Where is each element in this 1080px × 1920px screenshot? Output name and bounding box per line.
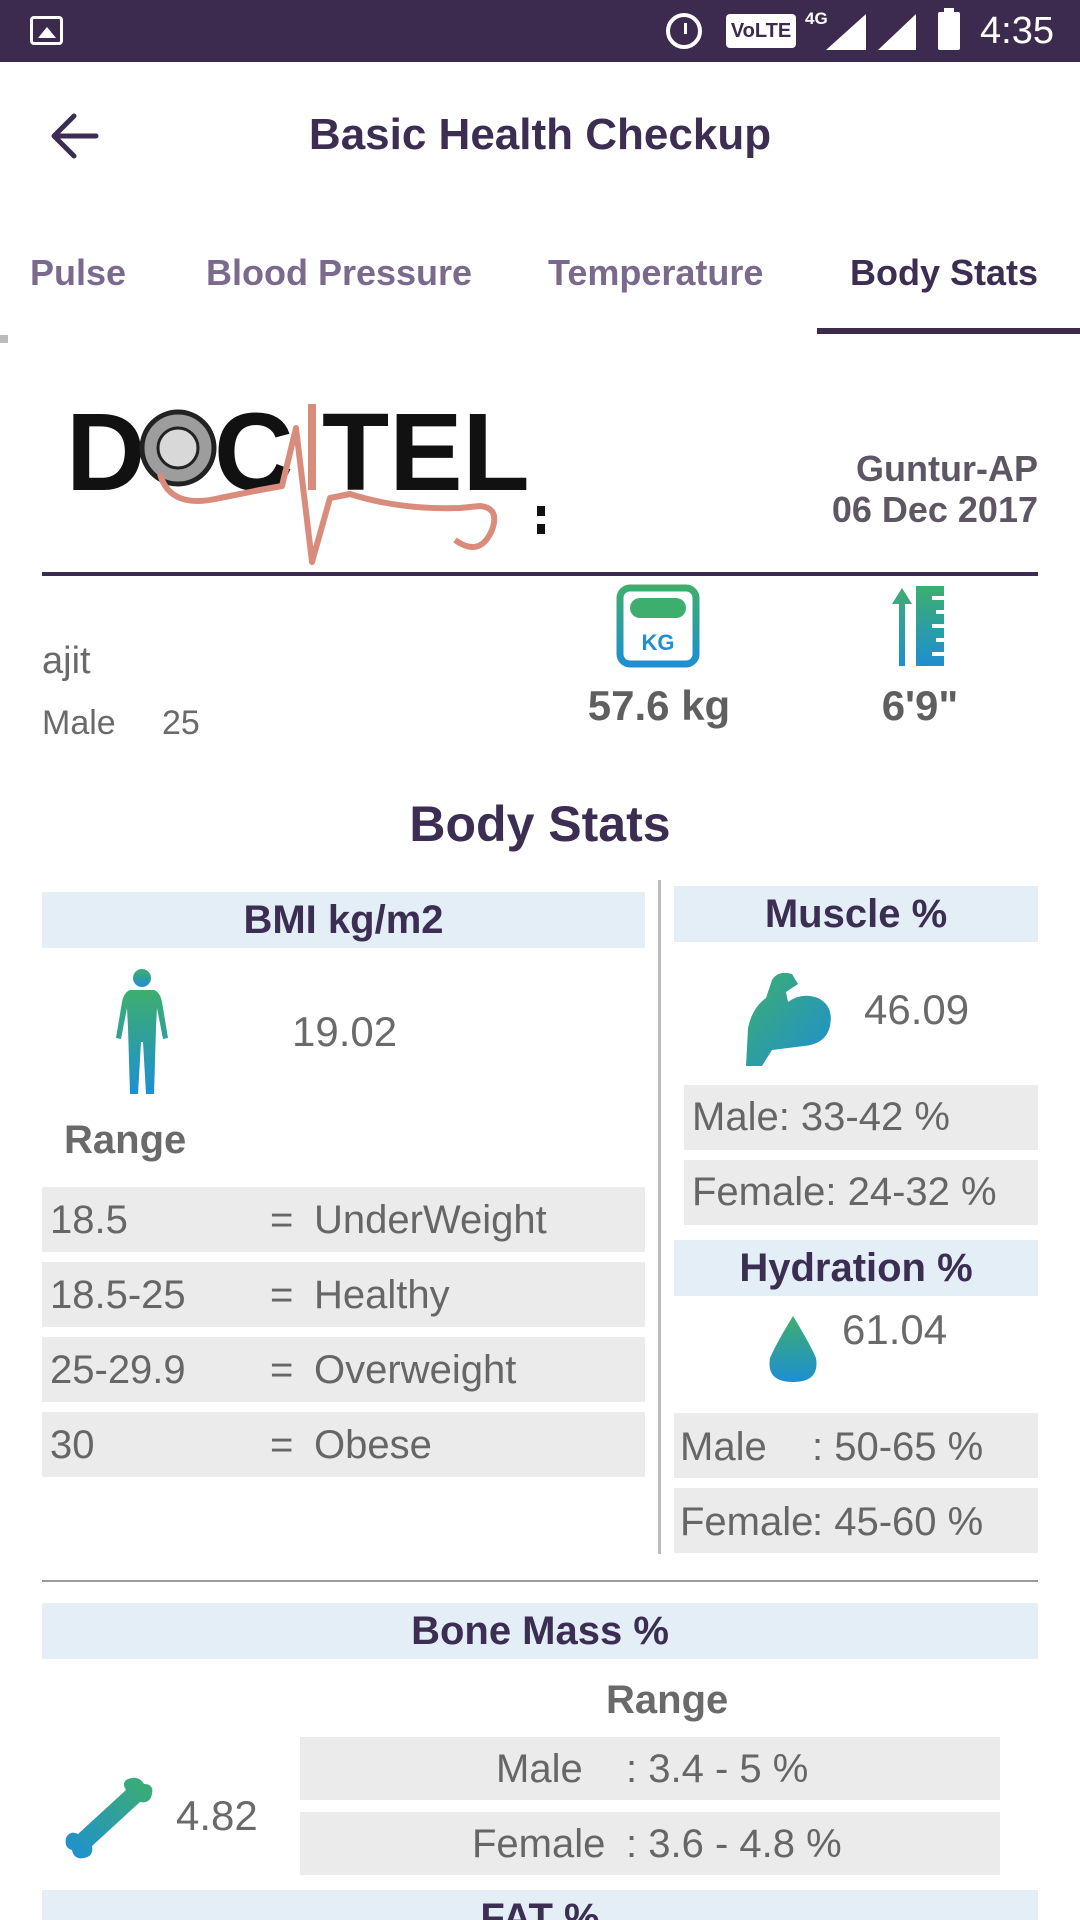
fat-header: FAT %: [42, 1890, 1038, 1920]
bone-female-value: : 3.6 - 4.8 %: [626, 1822, 842, 1866]
bmi-range-eq: =: [270, 1348, 294, 1392]
active-tab-indicator: [817, 328, 1080, 334]
muscle-value: 46.09: [864, 986, 970, 1033]
patient-gender: Male: [42, 704, 116, 742]
height-value: 6'9": [881, 682, 959, 729]
back-arrow-icon[interactable]: [48, 112, 100, 160]
bmi-range-category: Overweight: [314, 1348, 517, 1392]
bone-female-label: Female: [472, 1822, 606, 1866]
alarm-icon: [666, 13, 702, 49]
muscle-female-range: Female: 24-32 %: [684, 1160, 1038, 1225]
flexed-arm-icon: [746, 972, 831, 1066]
bmi-range-category: Obese: [314, 1423, 432, 1467]
weighing-scale-icon: KG: [616, 584, 700, 668]
bmi-range-eq: =: [270, 1273, 294, 1317]
tab-pulse[interactable]: Pulse: [30, 252, 127, 293]
bmi-range-eq: =: [270, 1423, 294, 1467]
bone-mass-value: 4.82: [176, 1792, 258, 1839]
battery-icon: [938, 8, 960, 50]
gallery-notification-icon: [30, 16, 63, 45]
hydration-male-range: Male : 50-65 %: [674, 1413, 1038, 1478]
human-body-icon: [116, 969, 168, 1094]
hydration-header: Hydration %: [674, 1240, 1038, 1296]
header-divider: [42, 572, 1038, 576]
tab-body-stats[interactable]: Body Stats: [850, 252, 1039, 293]
bmi-range-row: 18.5 = UnderWeight: [42, 1187, 645, 1252]
hydration-male-value: : 50-65 %: [812, 1425, 984, 1469]
signal-icon-2: [878, 14, 916, 50]
bmi-range-category: Healthy: [314, 1273, 450, 1317]
bone-icon: [65, 1777, 153, 1859]
bone-range-label: Range: [606, 1678, 729, 1722]
bmi-range-label: Range: [64, 1118, 187, 1162]
bmi-range-row: 18.5-25 = Healthy: [42, 1262, 645, 1327]
bmi-range-value: 18.5-25: [50, 1273, 186, 1317]
muscle-header: Muscle %: [674, 886, 1038, 942]
bmi-range-eq: =: [270, 1198, 294, 1242]
scroll-edge-mark: [0, 335, 8, 343]
bone-male-range: Male : 3.4 - 5 %: [300, 1737, 1000, 1800]
body-stats-title: Body Stats: [409, 796, 671, 852]
hydration-female-range: Female : 45-60 %: [674, 1488, 1038, 1553]
bmi-range-value: 30: [50, 1423, 95, 1467]
water-drop-icon: [769, 1316, 817, 1382]
status-bar: VoLTE 4G 4:35: [0, 0, 1080, 62]
patient-name: ajit: [42, 640, 91, 682]
svg-text:KG: KG: [642, 630, 675, 655]
hydration-male-label: Male: [680, 1425, 767, 1469]
bmi-value: 19.02: [292, 1008, 398, 1055]
bmi-range-row: 30 = Obese: [42, 1412, 645, 1477]
doctel-logo: D C TEL: [66, 391, 545, 565]
bmi-range-value: 18.5: [50, 1198, 128, 1242]
network-type-label: 4G: [805, 9, 828, 28]
bmi-range-category: UnderWeight: [314, 1198, 547, 1242]
height-ruler-icon: [892, 586, 946, 666]
fat-title: FAT %: [480, 1896, 600, 1920]
page-title: Basic Health Checkup: [308, 110, 772, 159]
bmi-range-row: 25-29.9 = Overweight: [42, 1337, 645, 1402]
bone-male-label: Male: [496, 1747, 583, 1791]
column-divider: [658, 880, 661, 1554]
bmi-header: BMI kg/m2: [42, 892, 645, 948]
report-location: Guntur-AP: [856, 448, 1038, 489]
status-time: 4:35: [980, 10, 1054, 52]
bone-female-range: Female : 3.6 - 4.8 %: [300, 1812, 1000, 1875]
volte-badge: VoLTE: [726, 14, 796, 48]
bone-male-value: : 3.4 - 5 %: [626, 1747, 809, 1791]
tab-blood-pressure[interactable]: Blood Pressure: [206, 252, 473, 293]
weight-value: 57.6 kg: [587, 682, 731, 729]
hydration-female-label: Female: [680, 1500, 814, 1544]
patient-age: 25: [162, 704, 200, 742]
signal-icon: [826, 14, 866, 50]
report-date: 06 Dec 2017: [831, 489, 1038, 530]
bone-mass-header: Bone Mass %: [42, 1603, 1038, 1659]
hydration-value: 61.04: [842, 1306, 948, 1353]
svg-text:D: D: [66, 391, 145, 514]
tab-temperature[interactable]: Temperature: [548, 252, 764, 293]
hydration-female-value: : 45-60 %: [812, 1500, 984, 1544]
section-divider: [42, 1580, 1038, 1582]
muscle-male-range: Male: 33-42 %: [684, 1085, 1038, 1150]
bmi-range-value: 25-29.9: [50, 1348, 186, 1392]
